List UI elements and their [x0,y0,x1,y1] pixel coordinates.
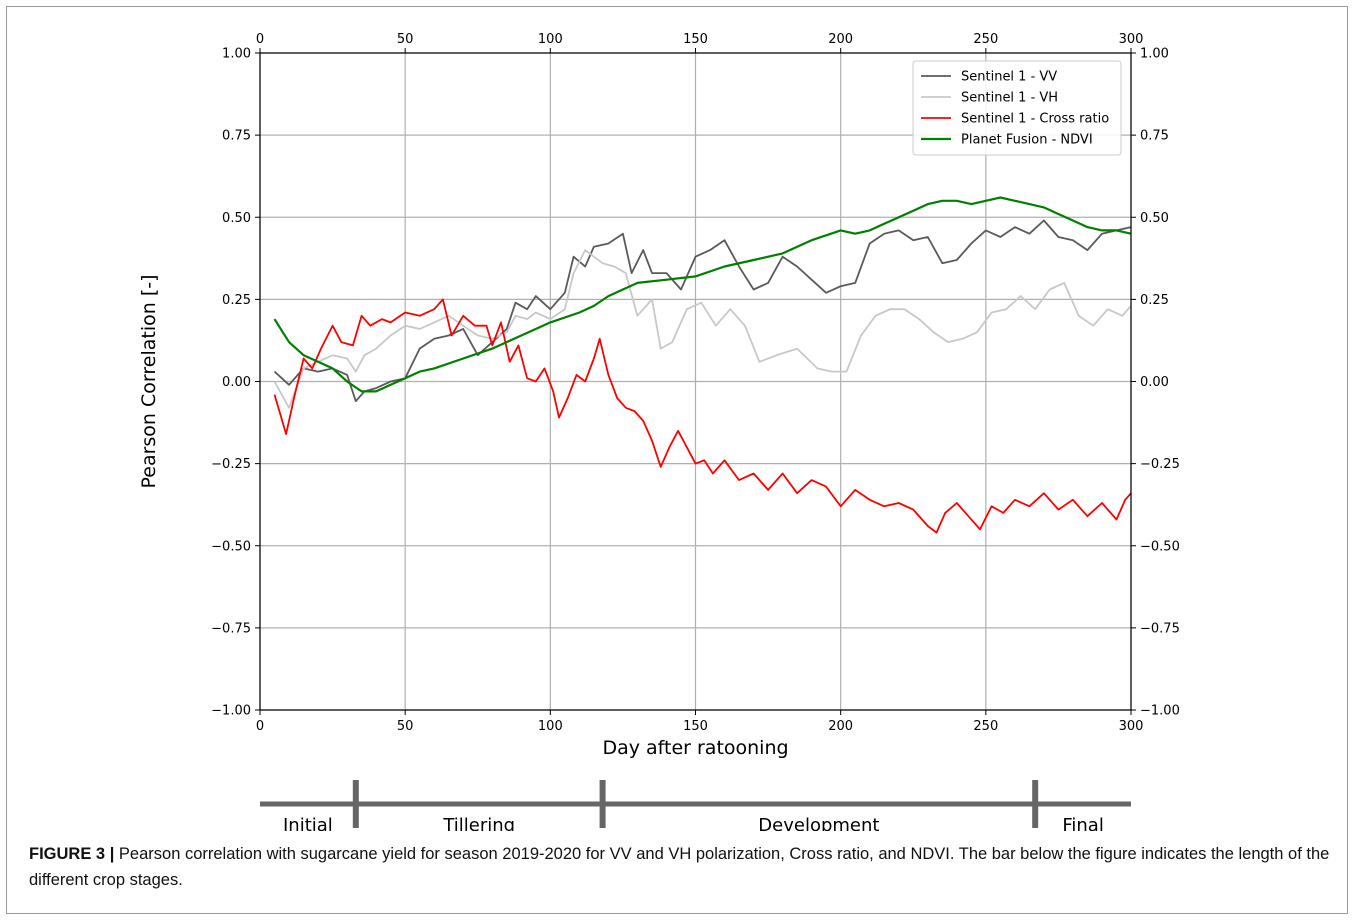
legend: Sentinel 1 - VV Sentinel 1 - VH Sentinel 1… [912,60,1122,156]
x-tick-label-bottom: 300 [1119,719,1144,734]
caption-separator: | [109,845,115,863]
legend-entry-1: Sentinel 1 - VV [961,70,1057,85]
legend-entry-4: Planet Fusion - NDVI [961,133,1093,148]
x-tick-label-bottom: 200 [828,719,853,734]
y-tick-label-right: −0.50 [1140,539,1180,554]
x-tick-label-top: 150 [683,32,708,47]
series-line-1 [273,219,1132,403]
legend-box [912,60,1122,156]
y-axis-label: Pearson Correlation [-] [138,274,160,488]
y-tick-label-left: 0.00 [222,375,251,390]
x-tick-label-top: 50 [397,32,414,47]
tick-marks: 005050100100150150200200250250300300−1.0… [211,32,1180,734]
y-tick-label-left: −0.75 [211,621,251,636]
figure-label: FIGURE 3 [29,845,106,863]
figure-frame: 0 0 50 50 100 100 150 150 200 200 250 250 300 300 −1.0… [6,6,1348,914]
y-tick-label-left: 0.75 [222,129,251,144]
x-tick-label-bottom: 0 [256,719,264,734]
y-tick-label-right: −1.00 [1140,704,1180,719]
x-tick-label-bottom: 50 [397,719,414,734]
x-tick-label-bottom: 150 [683,719,708,734]
stage-label-2: Tillering [442,815,515,831]
legend-entry-2: Sentinel 1 - VH [961,91,1058,106]
x-tick-label-top: 100 [538,32,563,47]
series-lines [273,196,1132,534]
y-tick-label-right: 0.75 [1140,129,1169,144]
legend-entry-3: Sentinel 1 - Cross ratio [961,112,1109,127]
x-axis-label: Day after ratooning [602,737,788,759]
grid-lines [259,52,1132,711]
series-line-2 [273,249,1132,409]
x-tick-label-top: 250 [973,32,998,47]
y-tick-label-right: −0.25 [1140,457,1180,472]
y-tick-label-right: 0.00 [1140,375,1169,390]
stage-label-3: Development [758,815,879,831]
stage-label-1: Initial [283,815,333,831]
crop-stage-bar: Initial Tillering Development Final [260,780,1131,831]
series-line-4 [273,196,1132,393]
x-tick-label-top: 300 [1119,32,1144,47]
figure-caption: FIGURE 3 | Pearson correlation with suga… [29,841,1339,893]
y-tick-label-left: 0.50 [222,211,251,226]
correlation-chart: 005050100100150150200200250250300300−1.0… [138,32,1180,831]
y-tick-label-right: −0.75 [1140,621,1180,636]
series-line-3 [273,298,1132,534]
y-tick-label-right: 0.25 [1140,293,1169,308]
x-tick-label-top: 200 [828,32,853,47]
y-tick-label-left: 1.00 [222,47,251,62]
x-tick-label-top: 0 [256,32,264,47]
y-tick-label-left: −0.25 [211,457,251,472]
y-tick-label-left: −1.00 [211,704,251,719]
y-tick-label-right: 0.50 [1140,211,1169,226]
stage-label-4: Final [1062,815,1103,831]
x-tick-label-bottom: 100 [538,719,563,734]
caption-text: Pearson correlation with sugarcane yield… [29,845,1330,889]
y-tick-label-right: 1.00 [1140,47,1169,62]
y-tick-label-left: −0.50 [211,539,251,554]
y-tick-label-left: 0.25 [222,293,251,308]
x-tick-label-bottom: 250 [973,719,998,734]
